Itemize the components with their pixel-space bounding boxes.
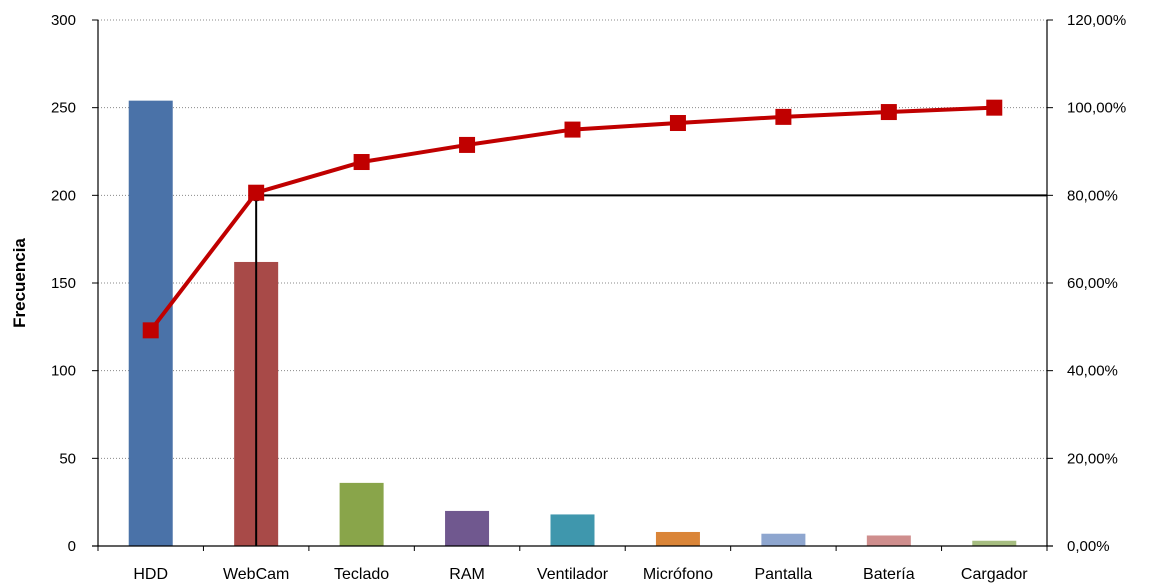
y-tick-label: 0 xyxy=(68,538,76,555)
y-tick-label: 150 xyxy=(51,275,76,292)
cumulative-marker xyxy=(353,154,370,171)
cumulative-marker xyxy=(459,136,476,153)
bar-cargador xyxy=(972,540,1017,546)
y2-tick-label: 80,00% xyxy=(1067,187,1118,204)
y2-tick-label: 120,00% xyxy=(1067,12,1126,29)
category-label: Batería xyxy=(863,566,915,583)
right-axis-ticks: 0,00% 20,00% 40,00% 60,00% 80,00% 100,00% 120,… xyxy=(1047,12,1126,555)
y2-tick-label: 0,00% xyxy=(1067,538,1110,555)
bar-ram xyxy=(445,510,490,546)
category-labels: HDD WebCam Teclado RAM Ventilador Micrófono Pa… xyxy=(133,566,1028,583)
category-label: Ventilador xyxy=(537,566,609,583)
y2-tick-label: 60,00% xyxy=(1067,275,1118,292)
bar-batería xyxy=(866,535,911,546)
category-label: HDD xyxy=(133,566,168,583)
cumulative-marker xyxy=(669,115,686,132)
cumulative-marker xyxy=(564,121,581,138)
y2-tick-label: 20,00% xyxy=(1067,450,1118,467)
bar-micrófono xyxy=(655,531,700,546)
cumulative-marker xyxy=(880,104,897,121)
y-tick-label: 300 xyxy=(51,12,76,29)
category-label: WebCam xyxy=(223,566,289,583)
category-label: Cargador xyxy=(961,566,1028,583)
cumulative-marker xyxy=(248,184,265,201)
cumulative-marker xyxy=(142,322,159,339)
y-axis-label: Frecuencia xyxy=(10,238,29,328)
bar-pantalla xyxy=(761,533,806,546)
category-label: RAM xyxy=(449,566,485,583)
cumulative-marker xyxy=(775,108,792,125)
y-tick-label: 250 xyxy=(51,100,76,117)
category-label: Teclado xyxy=(334,566,389,583)
bar-ventilador xyxy=(550,514,595,546)
bars xyxy=(128,100,1017,547)
cumulative-marker xyxy=(986,99,1003,116)
category-label: Micrófono xyxy=(643,566,713,583)
y-tick-label: 200 xyxy=(51,187,76,204)
y2-tick-label: 100,00% xyxy=(1067,100,1126,117)
y2-tick-label: 40,00% xyxy=(1067,363,1118,380)
left-axis-ticks: 0 50 100 150 200 250 300 xyxy=(51,12,98,555)
y-tick-label: 50 xyxy=(59,450,76,467)
cumulative-line xyxy=(142,99,1003,339)
bar-teclado xyxy=(339,482,384,546)
category-label: Pantalla xyxy=(754,566,812,583)
y-tick-label: 100 xyxy=(51,363,76,380)
